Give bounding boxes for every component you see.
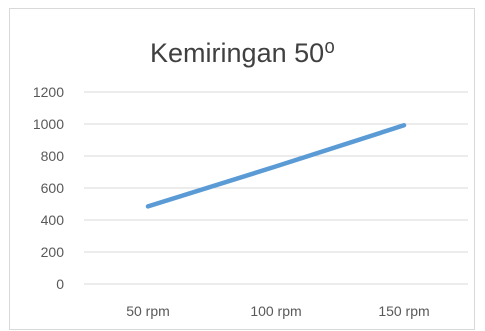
gridlines: [84, 91, 468, 285]
y-tick-label: 1000: [33, 116, 64, 132]
y-tick-label: 400: [41, 212, 65, 228]
y-tick-label: 200: [41, 244, 65, 260]
y-tick-label: 1200: [33, 84, 64, 100]
x-axis-ticks: 50 rpm 100 rpm 150 rpm: [126, 303, 429, 319]
chart-frame: [9, 8, 475, 330]
y-axis-ticks: 0 200 400 600 800 1000 1200: [33, 84, 64, 292]
x-tick-label: 50 rpm: [126, 303, 170, 319]
y-tick-label: 800: [41, 148, 65, 164]
y-tick-label: 600: [41, 180, 65, 196]
series-line: [145, 123, 407, 209]
x-tick-label: 100 rpm: [250, 303, 301, 319]
series-layer: [145, 123, 407, 209]
chart-title: Kemiringan 50⁰: [150, 38, 335, 68]
y-tick-label: 0: [56, 276, 64, 292]
x-tick-label: 150 rpm: [378, 303, 429, 319]
